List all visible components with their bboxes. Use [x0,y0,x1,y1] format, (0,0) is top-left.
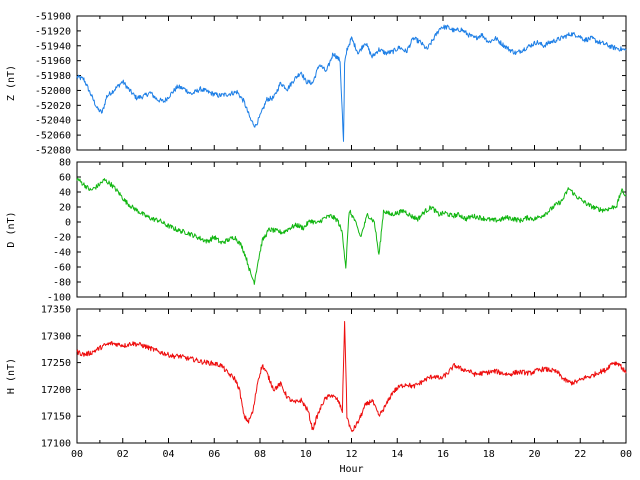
panel-d-ytick-label: -60 [53,263,71,274]
panel-h-ytick-label: 17200 [41,385,71,396]
xtick-label: 10 [300,449,312,460]
panel-z-ytick-label: -52060 [35,131,71,142]
panel-d-ytick-label: -20 [53,233,71,244]
panel-z-ytick-label: -51980 [35,71,71,82]
panel-h-ytick-label: 17250 [41,358,71,369]
xtick-label: 18 [483,449,495,460]
panel-h-ytick-label: 17100 [41,439,71,450]
panel-z-ytick-label: -52000 [35,86,71,97]
panel-d-series-line [76,177,627,285]
x-axis-label: Hour [339,464,363,475]
panel-d-ytick-label: 0 [65,218,71,229]
panel-z-ytick-label: -51900 [35,12,71,23]
panel-h-ylabel: H (nT) [6,358,17,394]
panel-z-ytick-label: -52020 [35,101,71,112]
panel-h-ytick-label: 17150 [41,412,71,423]
panel-d-ytick-label: 40 [59,188,71,199]
xtick-label: 04 [162,449,174,460]
panel-d-ytick-label: 80 [59,158,71,169]
panel-z-ylabel: Z (nT) [6,65,17,101]
panel-d-ytick-label: 60 [59,173,71,184]
panel-z-ytick-label: -51920 [35,26,71,37]
panel-h-series-line [76,321,627,433]
panel-h-ytick-label: 17300 [41,331,71,342]
panel-h-ytick-label: 17350 [41,305,71,316]
xtick-label: 16 [437,449,449,460]
panel-d: 80 60 40 20 0 -20 -40 -60 -80 -100 D (nT) [6,158,627,304]
panel-h: 17350 17300 17250 17200 17150 17100 H (nT) 00 02… [6,305,632,476]
panel-z-ytick-label: -52040 [35,116,71,127]
panel-z-ytick-label: -51940 [35,41,71,52]
panel-d-ytick-label: 20 [59,203,71,214]
panel-z-ytick-label: -52080 [35,146,71,157]
panel-z-series-line [76,24,627,142]
xtick-label: 08 [254,449,266,460]
panel-z-ytick-label: -51960 [35,56,71,67]
chart-panels: -51900 -51920 -51940 -51960 -51980 -52000 -520… [6,12,632,476]
xtick-label: 00 [71,449,83,460]
panel-d-frame [76,161,627,298]
xtick-label: 20 [528,449,540,460]
xtick-label: 22 [574,449,586,460]
panel-d-ytick-label: -40 [53,248,71,259]
xtick-label: 06 [208,449,220,460]
panel-h-frame [76,308,627,444]
panel-d-ytick-label: -100 [47,293,71,304]
xtick-label: 12 [345,449,357,460]
xtick-label: 00 [620,449,632,460]
panel-z-frame [76,15,627,151]
panel-d-ylabel: D (nT) [6,211,17,247]
xtick-label: 02 [117,449,129,460]
xtick-label: 14 [391,449,403,460]
panel-z: -51900 -51920 -51940 -51960 -51980 -52000 -520… [6,12,627,157]
panel-d-ytick-label: -80 [53,278,71,289]
